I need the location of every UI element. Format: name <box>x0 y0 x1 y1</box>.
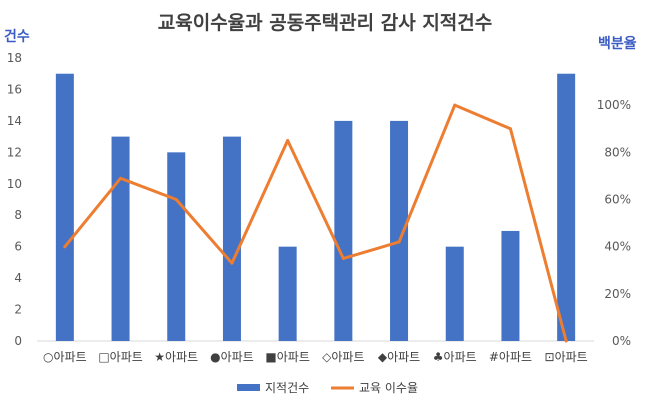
rate-line <box>63 103 568 343</box>
right-tick-label: 20% <box>604 287 631 301</box>
left-tick-label: 18 <box>7 51 22 65</box>
bar <box>334 120 353 341</box>
category-label: ◆아파트 <box>378 350 420 364</box>
left-tick-label: 10 <box>7 177 22 191</box>
rate-point <box>453 103 457 107</box>
bar <box>445 246 464 341</box>
right-tick-label: 60% <box>604 193 631 207</box>
bar <box>390 120 409 341</box>
rate-point <box>63 245 67 249</box>
bar <box>557 73 576 341</box>
category-label: ●아파트 <box>210 350 254 364</box>
rate-point <box>174 198 178 201</box>
left-tick-label: 16 <box>7 82 22 96</box>
bar <box>167 152 186 341</box>
chart-title: 교육이수율과 공동주택관리 감사 지적건수 <box>158 12 493 34</box>
right-axis-label: 백분율 <box>598 35 637 52</box>
left-tick-label: 0 <box>14 334 22 348</box>
left-tick-label: 12 <box>7 145 22 159</box>
bar <box>222 136 241 341</box>
rate-point <box>341 256 345 260</box>
category-label: ○아파트 <box>43 350 87 364</box>
legend-label-line: 교육 이수율 <box>359 381 418 395</box>
category-label: #아파트 <box>489 350 532 364</box>
legend-swatch-bars <box>237 384 260 391</box>
rate-point <box>508 127 512 131</box>
category-label: ★아파트 <box>154 350 198 364</box>
category-label: ■아파트 <box>265 350 309 364</box>
bar <box>501 230 520 341</box>
category-label: ⊡아파트 <box>545 350 588 364</box>
legend-label-bars: 지적건수 <box>265 381 309 395</box>
left-tick-label: 14 <box>7 114 22 128</box>
right-tick-label: 100% <box>597 98 631 112</box>
bar <box>55 73 74 341</box>
category-label: ♣아파트 <box>433 350 477 364</box>
right-tick-label: 0% <box>612 334 631 348</box>
left-tick-label: 8 <box>14 208 22 222</box>
category-label: □아파트 <box>98 350 142 364</box>
rate-point <box>119 176 123 180</box>
category-label: ◇아파트 <box>322 350 364 364</box>
rate-point <box>230 261 234 265</box>
left-axis-label: 건수 <box>4 28 30 45</box>
rate-point <box>286 139 290 143</box>
left-tick-label: 6 <box>14 240 22 254</box>
left-tick-label: 2 <box>14 303 22 317</box>
left-tick-label: 4 <box>14 271 22 285</box>
bar <box>111 136 130 341</box>
right-tick-label: 80% <box>604 145 631 159</box>
rate-point <box>564 339 568 343</box>
right-tick-label: 40% <box>604 240 631 254</box>
bar <box>278 246 297 341</box>
rate-point <box>397 240 401 244</box>
